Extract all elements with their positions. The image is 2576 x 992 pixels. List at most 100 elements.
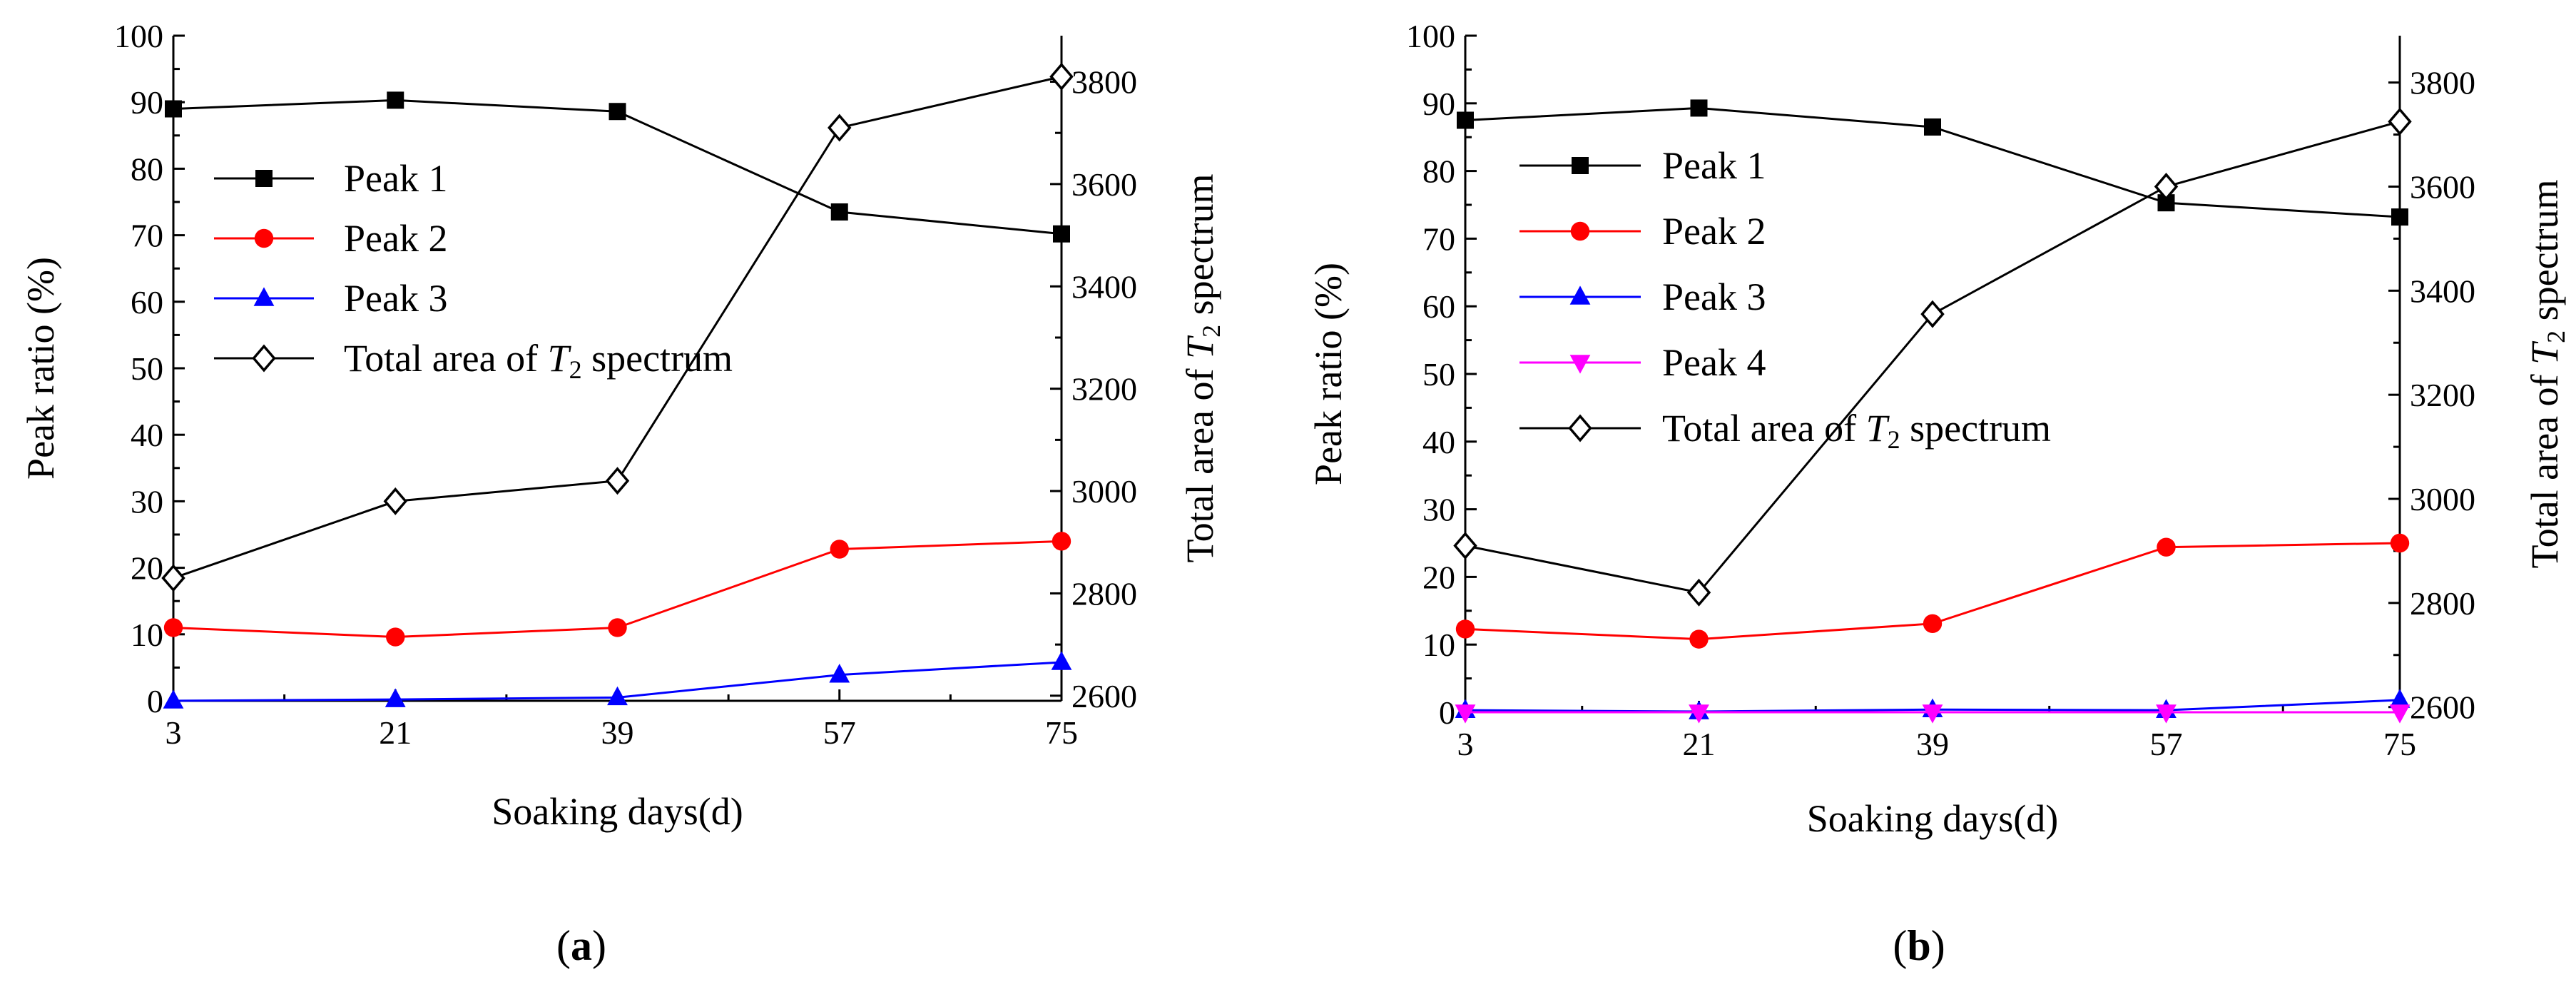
data-point — [383, 487, 407, 515]
data-point — [1051, 651, 1072, 670]
series-total-area-of-t2-spectrum — [1453, 107, 2412, 607]
data-point — [2157, 537, 2176, 557]
y-tick-label: 70 — [131, 218, 163, 254]
legend-marker — [1568, 414, 1592, 442]
y-tick-label: 80 — [1422, 153, 1455, 190]
legend-marker — [1569, 355, 1591, 374]
legend-label: Peak 4 — [1662, 341, 1766, 384]
data-point — [607, 686, 628, 706]
data-point — [828, 113, 852, 142]
data-point — [1049, 62, 1074, 91]
data-point — [163, 618, 183, 637]
data-point — [1690, 99, 1708, 117]
data-point — [1453, 532, 1477, 560]
y2-axis-title: Total area of T2 spectrum — [2523, 179, 2570, 568]
series-peak-1 — [165, 91, 1070, 243]
series-peak-3 — [163, 651, 1072, 709]
x-tick-label: 3 — [1457, 726, 1474, 762]
legend-label: Peak 3 — [1662, 275, 1766, 318]
y-tick-label: 40 — [1422, 424, 1455, 460]
y-tick-label: 70 — [1422, 221, 1455, 257]
data-point — [161, 564, 185, 592]
data-point — [608, 618, 627, 637]
y-tick-label: 20 — [1422, 559, 1455, 595]
data-point — [1686, 578, 1711, 607]
legend-label: Total area of T2 spectrum — [1662, 407, 2051, 454]
chart-panel-a: 0 10 20 30 40 50 60 70 80 90 100 2600 2800 3000 3200 34… — [19, 18, 1226, 969]
data-point — [165, 100, 182, 118]
series-line — [173, 75, 1062, 579]
chart-panel-b: 0 10 20 30 40 50 60 70 80 90 100 2600 2800 3000 3200 34… — [1307, 18, 2570, 969]
data-point — [1920, 300, 1945, 328]
y-axis-title: Peak ratio (%) — [19, 257, 62, 480]
panel-label: (b) — [1893, 922, 1945, 969]
y2-tick-label: 3000 — [1071, 473, 1137, 510]
data-point — [609, 103, 626, 121]
x-tick-label: 3 — [166, 714, 182, 751]
data-point — [2154, 172, 2179, 201]
series-total-area-of-t2-spectrum — [161, 62, 1074, 592]
y-tick-label: 0 — [147, 683, 163, 719]
x-tick-label: 21 — [379, 714, 412, 751]
y-tick-label: 90 — [1422, 86, 1455, 122]
data-point — [163, 689, 184, 709]
data-point — [1053, 225, 1070, 243]
data-point — [829, 664, 850, 683]
series-peak-4 — [1455, 704, 2410, 724]
y-tick-label: 60 — [1422, 288, 1455, 325]
data-point — [2391, 208, 2408, 226]
data-point — [387, 91, 404, 109]
x-tick-label: 75 — [1045, 714, 1078, 751]
y2-tick-label: 3800 — [1071, 64, 1137, 101]
data-point — [1689, 704, 1709, 724]
data-point — [1922, 704, 1943, 724]
y-tick-label: 40 — [131, 417, 163, 453]
legend: Peak 1 Peak 2 Peak 3 Peak 4 Total area of T2… — [1519, 144, 2051, 454]
legend-marker — [254, 228, 274, 248]
legend-marker — [1569, 285, 1591, 305]
y-tick-label: 30 — [1422, 492, 1455, 528]
legend-marker — [1572, 157, 1589, 174]
series-peak-2 — [163, 532, 1071, 647]
data-point — [830, 540, 849, 559]
data-point — [385, 688, 406, 707]
data-point — [2156, 704, 2177, 724]
legend-label: Total area of T2 spectrum — [344, 337, 733, 384]
legend-label: Peak 2 — [1662, 210, 1766, 253]
data-point — [1455, 704, 1476, 724]
legend-marker — [252, 344, 276, 373]
data-point — [1052, 532, 1071, 551]
y2-tick-label: 3200 — [1071, 371, 1137, 408]
data-point — [2389, 689, 2410, 708]
data-point — [2388, 107, 2412, 136]
y2-tick-label: 3800 — [2410, 65, 2475, 101]
y2-tick-label: 3200 — [2410, 377, 2475, 413]
data-point — [830, 203, 848, 221]
y-tick-label: 10 — [131, 617, 163, 653]
legend-label: Peak 1 — [1662, 144, 1766, 187]
data-point — [2389, 704, 2410, 724]
series-peak-1 — [1457, 99, 2408, 226]
y2-tick-label: 2600 — [1071, 678, 1137, 714]
legend-marker — [253, 287, 275, 306]
x-axis-title: Soaking days(d) — [1807, 797, 2058, 840]
y2-tick-label: 3000 — [2410, 481, 2475, 517]
data-point — [1457, 111, 1474, 129]
y2-tick-label: 3400 — [1071, 268, 1137, 305]
data-point — [1689, 629, 1709, 649]
data-point — [1455, 619, 1475, 639]
data-point — [1924, 118, 1941, 136]
x-tick-label: 21 — [1683, 726, 1716, 762]
y-tick-label: 50 — [1422, 356, 1455, 393]
y2-tick-label: 2800 — [2410, 585, 2475, 622]
y2-tick-label: 3600 — [1071, 166, 1137, 203]
panel-label: (a) — [556, 922, 606, 969]
legend: Peak 1 Peak 2 Peak 3 Total area of T2 spect… — [214, 157, 733, 384]
data-point — [386, 627, 405, 647]
legend-label: Peak 2 — [344, 217, 447, 260]
y-tick-label: 0 — [1439, 694, 1455, 731]
data-point — [1923, 614, 1943, 634]
legend-marker — [255, 170, 273, 187]
y-tick-label: 100 — [114, 18, 163, 54]
